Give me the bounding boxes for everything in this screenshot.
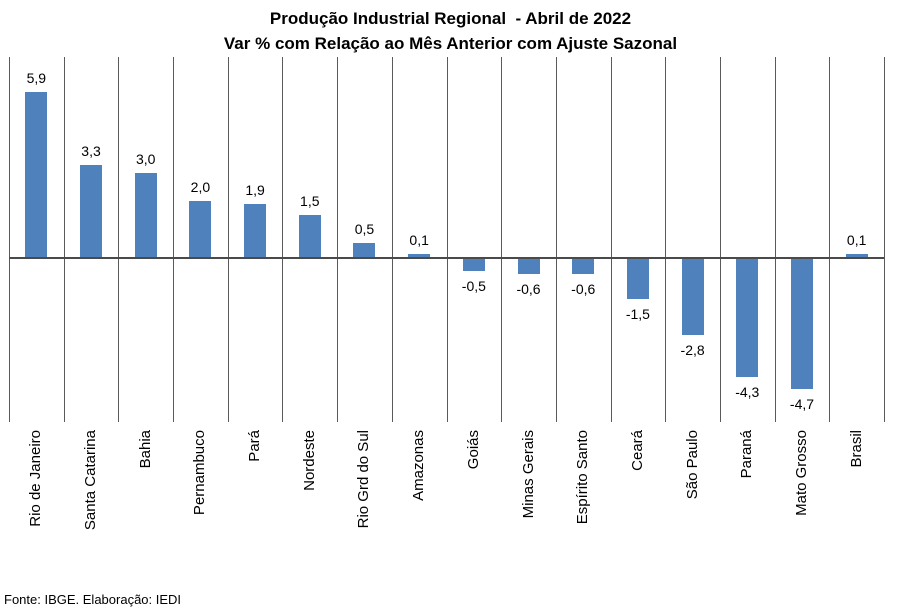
- category-gridline: [282, 57, 284, 422]
- bar: [462, 259, 485, 271]
- category-label: Mato Grosso: [792, 430, 810, 516]
- chart-subtitle: Var % com Relação ao Mês Anterior com Aj…: [223, 34, 678, 53]
- bar: [25, 91, 48, 257]
- value-label: 2,0: [190, 179, 211, 195]
- category-gridline: [501, 57, 503, 422]
- category-gridline: [719, 57, 721, 422]
- category-gridline: [391, 57, 393, 422]
- category-gridline: [555, 57, 557, 422]
- category-gridline: [118, 57, 120, 422]
- source-note: Fonte: IBGE. Elaboração: IEDI: [4, 592, 182, 607]
- value-label: 5,9: [26, 69, 47, 86]
- bar: [626, 259, 649, 299]
- value-label: 0,5: [354, 221, 375, 237]
- category-gridline: [829, 57, 831, 422]
- value-label: 1,9: [245, 181, 265, 198]
- value-label: 0,1: [846, 232, 867, 249]
- chart-title: Produção Industrial Regional - Abril de …: [269, 9, 632, 28]
- value-label: -4,7: [789, 395, 815, 412]
- value-label: -1,5: [625, 306, 650, 322]
- bar: [244, 203, 267, 257]
- bar: [298, 215, 321, 257]
- category-label: Espírito Santo: [574, 430, 592, 525]
- bar: [517, 259, 540, 274]
- category-gridline: [337, 57, 339, 422]
- category-label: Amazonas: [410, 430, 428, 501]
- category-gridline: [9, 57, 10, 422]
- category-gridline: [63, 57, 65, 422]
- category-label: Brasil: [847, 430, 865, 468]
- category-gridline: [665, 57, 667, 422]
- category-label: Santa Catarina: [82, 430, 100, 531]
- category-label: Bahia: [136, 430, 154, 469]
- category-gridline: [884, 57, 885, 422]
- bar: [353, 243, 376, 257]
- value-label: -0,6: [516, 280, 541, 297]
- category-gridline: [227, 57, 229, 422]
- value-label: -0,5: [461, 278, 486, 294]
- value-label: 0,1: [409, 232, 429, 249]
- category-label: São Paulo: [683, 430, 701, 500]
- category-label: Nordeste: [300, 430, 318, 491]
- bar: [408, 254, 431, 257]
- bar: [736, 259, 759, 378]
- bar: [80, 164, 103, 257]
- category-label: Paraná: [738, 430, 756, 479]
- category-label: Pernambuco: [191, 430, 209, 516]
- category-label: Minas Gerais: [519, 430, 537, 519]
- category-gridline: [610, 57, 612, 422]
- category-label: Rio de Janeiro: [27, 430, 45, 527]
- category-label: Pará: [246, 430, 264, 462]
- value-label: 3,0: [135, 151, 156, 167]
- category-label: Goiás: [464, 430, 482, 470]
- value-label: -2,8: [680, 342, 705, 359]
- bar: [681, 259, 704, 336]
- bar: [572, 259, 595, 274]
- category-label: Rio Grd do Sul: [355, 430, 373, 529]
- category-gridline: [774, 57, 776, 422]
- value-label: 1,5: [300, 193, 320, 209]
- zero-axis-line: [9, 257, 884, 259]
- value-label: -0,6: [571, 280, 596, 297]
- value-label: 3,3: [81, 142, 101, 159]
- bar: [189, 201, 212, 257]
- category-gridline: [173, 57, 175, 422]
- category-label: Ceará: [628, 430, 646, 471]
- bar: [134, 173, 157, 257]
- bar: [845, 254, 868, 257]
- bar: [790, 259, 813, 389]
- value-label: -4,3: [735, 384, 760, 401]
- category-gridline: [446, 57, 448, 422]
